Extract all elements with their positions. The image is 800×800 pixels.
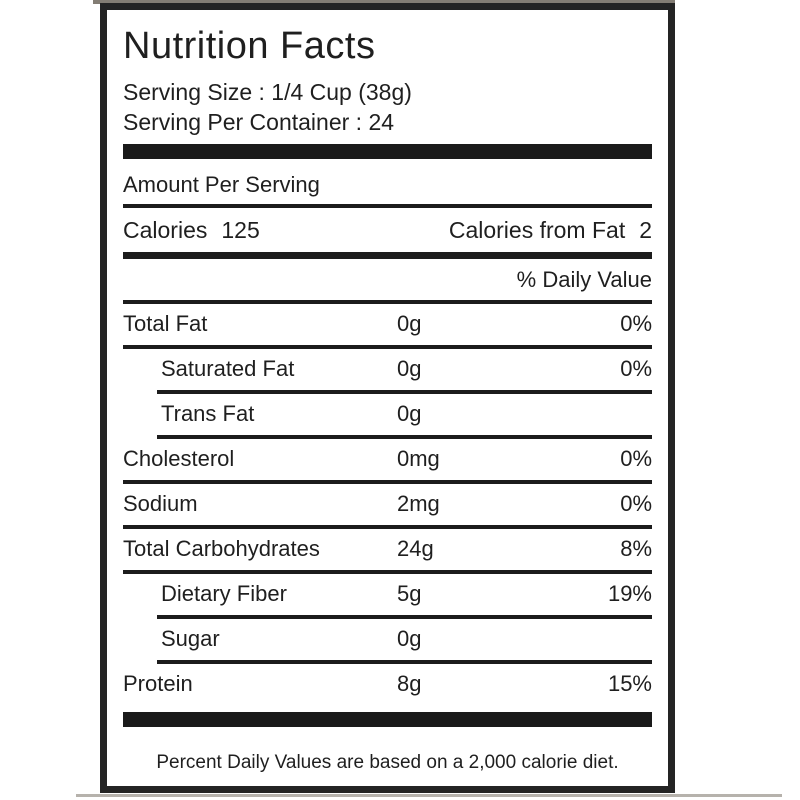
nutrient-row-sugar: Sugar 0g <box>123 619 652 660</box>
daily-value-footnote: Percent Daily Values are based on a 2,00… <box>156 751 619 773</box>
nutrient-name: Total Fat <box>123 311 208 337</box>
serving-per-container-line: Serving Per Container : 24 <box>123 108 395 135</box>
nutrient-amount: 0g <box>397 401 422 427</box>
amount-per-serving-heading: Amount Per Serving <box>123 171 320 197</box>
nutrient-row-protein: Protein 8g 15% <box>123 664 652 705</box>
nutrient-row-total-carbohydrates: Total Carbohydrates 24g 8% <box>123 529 652 570</box>
separator-rule <box>123 524 652 529</box>
nutrient-daily-value: 8% <box>620 536 652 562</box>
nutrient-row-dietary-fiber: Dietary Fiber 5g 19% <box>123 574 652 615</box>
nutrient-amount: 0g <box>397 356 422 382</box>
nutrient-name: Sugar <box>161 626 220 652</box>
nutrient-name: Dietary Fiber <box>161 581 287 607</box>
nutrient-name: Total Carbohydrates <box>123 536 320 562</box>
nutrient-daily-value: 19% <box>607 581 652 607</box>
nutrient-row-trans-fat: Trans Fat 0g <box>123 394 652 435</box>
calories-from-fat: Calories from Fat 2 <box>449 217 652 244</box>
separator-rule-indented <box>157 434 652 439</box>
calories-label: Calories <box>123 216 208 243</box>
top-edge-shade <box>93 0 675 4</box>
serving-size-line: Serving Size : 1/4 Cup (38g) <box>123 78 412 105</box>
nutrient-daily-value: 0% <box>620 356 652 382</box>
nutrient-daily-value: 15% <box>607 671 652 697</box>
nutrient-daily-value: 0% <box>620 491 652 517</box>
nutrition-facts-label: Nutrition Facts Serving Size : 1/4 Cup (… <box>100 3 675 793</box>
calories-value: 125 <box>221 216 260 243</box>
calories-left: Calories 125 <box>123 217 260 244</box>
separator-rule <box>123 479 652 484</box>
calories-from-fat-value: 2 <box>639 216 652 243</box>
calories-row: Calories 125 Calories from Fat 2 <box>123 208 652 252</box>
separator-rule <box>123 344 652 349</box>
separator-rule-indented <box>157 614 652 619</box>
nutrient-name: Sodium <box>123 491 198 517</box>
thick-separator-bar-bottom <box>123 711 652 727</box>
nutrient-amount: 0mg <box>397 446 440 472</box>
nutrient-daily-value: 0% <box>620 446 652 472</box>
nutrient-amount: 2mg <box>397 491 440 517</box>
nutrient-row-total-fat: Total Fat 0g 0% <box>123 304 652 345</box>
nutrient-amount: 0g <box>397 311 422 337</box>
thick-rule-below-calories <box>123 251 652 259</box>
nutrient-name: Protein <box>123 671 193 697</box>
calories-from-fat-label: Calories from Fat <box>448 216 626 243</box>
label-title: Nutrition Facts <box>123 25 376 67</box>
daily-value-header: % Daily Value <box>516 266 652 292</box>
nutrient-amount: 0g <box>397 626 422 652</box>
separator-rule <box>123 299 652 304</box>
separator-rule-indented <box>157 389 652 394</box>
nutrient-amount: 5g <box>397 581 422 607</box>
nutrient-row-sodium: Sodium 2mg 0% <box>123 484 652 525</box>
bottom-edge-shade <box>76 794 782 797</box>
thick-separator-bar-top <box>123 143 652 159</box>
nutrient-name: Saturated Fat <box>161 356 295 382</box>
nutrient-amount: 24g <box>397 536 434 562</box>
nutrient-row-cholesterol: Cholesterol 0mg 0% <box>123 439 652 480</box>
separator-rule-indented <box>157 659 652 664</box>
nutrient-amount: 8g <box>397 671 422 697</box>
nutrient-name: Cholesterol <box>123 446 235 472</box>
nutrient-daily-value: 0% <box>620 311 652 337</box>
separator-rule <box>123 203 652 208</box>
nutrient-name: Trans Fat <box>161 401 255 427</box>
nutrient-row-saturated-fat: Saturated Fat 0g 0% <box>123 349 652 390</box>
separator-rule <box>123 569 652 574</box>
